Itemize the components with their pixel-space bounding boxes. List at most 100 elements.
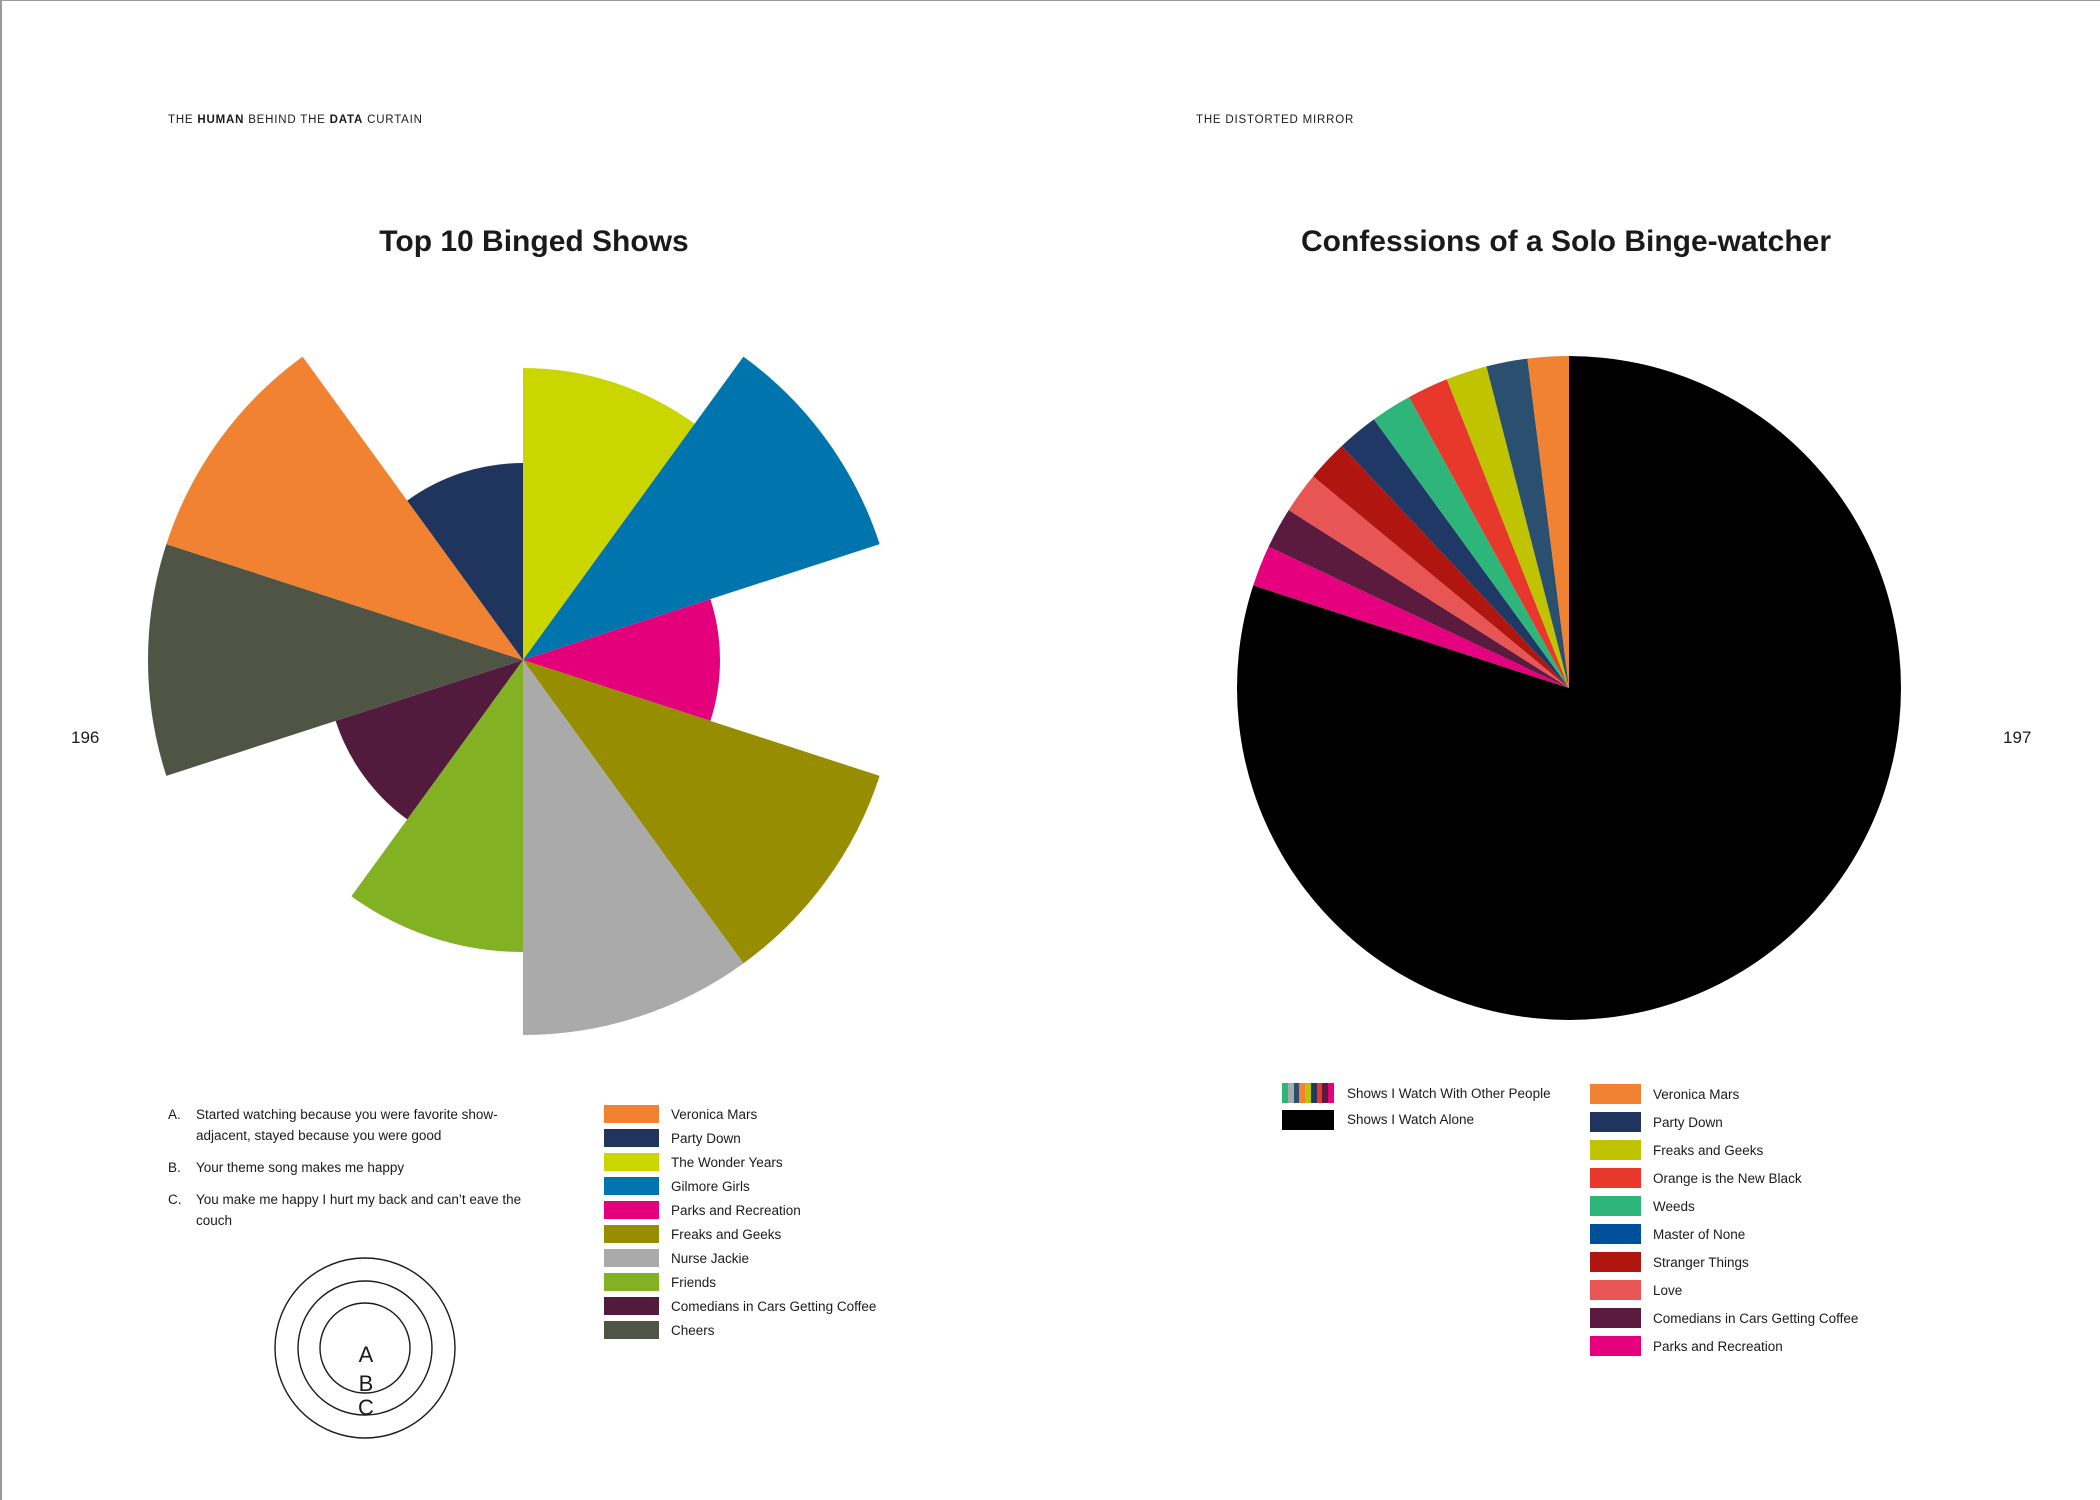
legend-item-veronica-mars: Veronica Mars	[604, 1102, 876, 1126]
legend-label: Parks and Recreation	[671, 1202, 801, 1218]
legend-swatch	[1590, 1112, 1641, 1132]
legend-item-comedians-in-cars-getting-coffee: Comedians in Cars Getting Coffee	[1590, 1304, 1858, 1332]
legend-label: Stranger Things	[1653, 1254, 1749, 1270]
legend-swatch-multicolor	[1282, 1083, 1335, 1104]
note-text: You make me happy I hurt my back and can…	[196, 1192, 522, 1228]
legend-item-nurse-jackie: Nurse Jackie	[604, 1246, 876, 1270]
legend-swatch	[604, 1153, 659, 1171]
legend-swatch	[1590, 1252, 1641, 1272]
legend-label: Gilmore Girls	[671, 1178, 750, 1194]
pie-slice-parks-and-recreation	[1253, 546, 1569, 688]
page-number-right: 197	[2003, 728, 2032, 747]
pie-chart	[1237, 356, 1902, 1020]
polar-wedge-gilmore-girls	[523, 356, 880, 660]
polar-wedge-party-down	[407, 463, 523, 660]
polar-wedge-comedians-in-cars-getting-coffee	[335, 660, 523, 820]
legend-swatch	[1590, 1336, 1641, 1356]
pie-slice-shows-i-watch-alone	[1237, 356, 1902, 1020]
legend-swatch	[1590, 1308, 1641, 1328]
legend-item-comedians-in-cars-getting-coffee: Comedians in Cars Getting Coffee	[604, 1294, 876, 1318]
ring-label-c: C	[358, 1395, 374, 1420]
note-c: C. You make me happy I hurt my back and …	[168, 1189, 528, 1231]
pie-slice-love	[1288, 476, 1569, 688]
legend-swatch	[604, 1321, 659, 1339]
running-head-right: The Distorted Mirror	[1196, 114, 1355, 126]
polar-wedge-cheers	[147, 544, 523, 776]
legend-item-freaks-and-geeks: Freaks and Geeks	[604, 1222, 876, 1246]
legend-binged-shows: Veronica Mars Party Down The Wonder Years G…	[604, 1102, 876, 1342]
legend-label: Friends	[671, 1274, 717, 1290]
pie-slice-freaks-and-geeks	[1446, 366, 1569, 688]
running-head-segment: The	[168, 114, 198, 126]
polar-wedge-friends	[351, 660, 523, 952]
legend-swatch	[604, 1201, 659, 1219]
swatch-stripe	[1316, 1083, 1323, 1104]
ring-label-a: A	[359, 1342, 374, 1367]
running-head-left: The Human behind the Data curtain	[168, 114, 423, 126]
swatch-stripe	[1310, 1083, 1317, 1104]
scale-key-diagram: A B C	[274, 1257, 456, 1439]
legend-label: Shows I Watch Alone	[1347, 1112, 1475, 1128]
legend-solo-shows: Veronica Mars Party Down Freaks and Geeks O…	[1590, 1080, 1858, 1360]
scale-ring-c	[274, 1257, 456, 1439]
page-edge-left	[0, 0, 2, 1500]
running-head-segment: curtain	[363, 114, 423, 126]
polar-wedge-veronica-mars	[166, 356, 523, 660]
legend-item-stranger-things: Stranger Things	[1590, 1248, 1858, 1276]
note-key: C.	[168, 1192, 182, 1207]
legend-label: Master of None	[1653, 1226, 1746, 1242]
page-edge-top	[0, 0, 2100, 1]
legend-label: Party Down	[1653, 1114, 1723, 1130]
pie-slice-master-of-none	[1341, 419, 1569, 688]
legend-swatch	[604, 1105, 659, 1123]
legend-watch-groups: Shows I Watch With Other People Shows I W…	[1282, 1080, 1551, 1133]
legend-label: Weeds	[1653, 1198, 1695, 1214]
legend-label: The Wonder Years	[671, 1154, 783, 1170]
swatch-stripe	[1322, 1083, 1329, 1104]
running-head-segment: Data	[329, 114, 364, 126]
legend-label: Parks and Recreation	[1653, 1338, 1783, 1354]
legend-swatch	[1590, 1168, 1641, 1188]
legend-swatch	[1590, 1224, 1641, 1244]
legend-swatch	[604, 1273, 659, 1291]
swatch-stripe	[1282, 1083, 1288, 1104]
legend-swatch	[604, 1249, 659, 1267]
polar-wedge-the-wonder-years	[523, 368, 695, 660]
chart-title-binged: Top 10 Binged Shows	[379, 225, 689, 258]
ring-label-b: B	[359, 1371, 374, 1396]
legend-swatch	[604, 1297, 659, 1315]
legend-swatch	[604, 1177, 659, 1195]
swatch-stripe	[1305, 1083, 1311, 1104]
legend-swatch	[1590, 1196, 1641, 1216]
legend-item-friends: Friends	[604, 1270, 876, 1294]
legend-swatch	[1282, 1109, 1334, 1130]
legend-item-the-wonder-years: The Wonder Years	[604, 1150, 876, 1174]
swatch-stripe	[1293, 1083, 1300, 1104]
legend-item-master-of-none: Master of None	[1590, 1220, 1858, 1248]
swatch-stripe	[1328, 1083, 1335, 1104]
legend-item-shows-i-watch-with-other-people: Shows I Watch With Other People	[1282, 1080, 1551, 1107]
running-head-segment: behind the	[244, 114, 330, 126]
swatch-stripe	[1287, 1083, 1294, 1104]
legend-label: Shows I Watch With Other People	[1347, 1085, 1551, 1101]
legend-label: Love	[1653, 1282, 1683, 1298]
legend-item-shows-i-watch-alone: Shows I Watch Alone	[1282, 1107, 1551, 1134]
legend-item-cheers: Cheers	[604, 1318, 876, 1342]
legend-item-orange-is-the-new-black: Orange is the New Black	[1590, 1164, 1858, 1192]
chart-title-solo: Confessions of a Solo Binge-watcher	[1300, 225, 1832, 258]
polar-wedge-parks-and-recreation	[523, 599, 721, 721]
legend-item-love: Love	[1590, 1276, 1858, 1304]
running-head-segment: Human	[197, 114, 245, 126]
pie-slice-party-down	[1486, 358, 1569, 688]
legend-label: Veronica Mars	[671, 1106, 758, 1122]
legend-item-party-down: Party Down	[604, 1126, 876, 1150]
note-text: Your theme song makes me happy	[196, 1160, 405, 1175]
note-key: A.	[168, 1107, 181, 1122]
pie-slice-weeds	[1373, 397, 1569, 688]
legend-swatch	[604, 1129, 659, 1147]
legend-item-freaks-and-geeks: Freaks and Geeks	[1590, 1136, 1858, 1164]
pie-slice-comedians-in-cars-getting-coffee	[1268, 510, 1569, 688]
legend-label: Party Down	[671, 1130, 741, 1146]
scale-ring-a	[319, 1302, 411, 1394]
